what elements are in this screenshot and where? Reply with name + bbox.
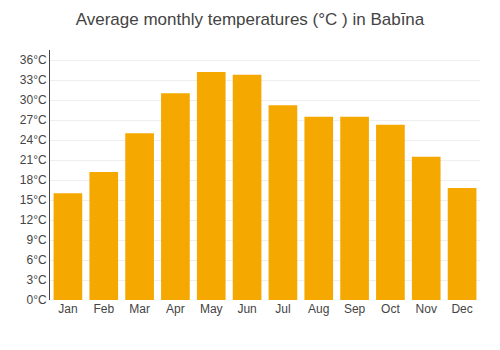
svg-text:36°C: 36°C bbox=[20, 53, 47, 67]
svg-text:Mar: Mar bbox=[129, 302, 150, 316]
svg-text:Feb: Feb bbox=[93, 302, 114, 316]
svg-text:Nov: Nov bbox=[416, 302, 437, 316]
svg-text:Aug: Aug bbox=[308, 302, 329, 316]
svg-text:Jul: Jul bbox=[275, 302, 290, 316]
svg-text:0°C: 0°C bbox=[26, 293, 46, 307]
svg-text:Oct: Oct bbox=[381, 302, 400, 316]
svg-text:33°C: 33°C bbox=[20, 73, 47, 87]
svg-text:Jun: Jun bbox=[237, 302, 256, 316]
svg-text:18°C: 18°C bbox=[20, 173, 47, 187]
svg-text:Dec: Dec bbox=[451, 302, 472, 316]
svg-text:9°C: 9°C bbox=[26, 233, 46, 247]
svg-text:21°C: 21°C bbox=[20, 153, 47, 167]
svg-text:Sep: Sep bbox=[344, 302, 366, 316]
svg-text:3°C: 3°C bbox=[26, 273, 46, 287]
svg-text:12°C: 12°C bbox=[20, 213, 47, 227]
svg-text:Average monthly temperatures (: Average monthly temperatures (°C ) in Ba… bbox=[76, 10, 425, 29]
svg-text:6°C: 6°C bbox=[26, 253, 46, 267]
svg-text:Apr: Apr bbox=[166, 302, 185, 316]
svg-text:15°C: 15°C bbox=[20, 193, 47, 207]
svg-text:Jan: Jan bbox=[58, 302, 77, 316]
svg-text:24°C: 24°C bbox=[20, 133, 47, 147]
svg-text:May: May bbox=[200, 302, 223, 316]
svg-text:30°C: 30°C bbox=[20, 93, 47, 107]
svg-text:27°C: 27°C bbox=[20, 113, 47, 127]
